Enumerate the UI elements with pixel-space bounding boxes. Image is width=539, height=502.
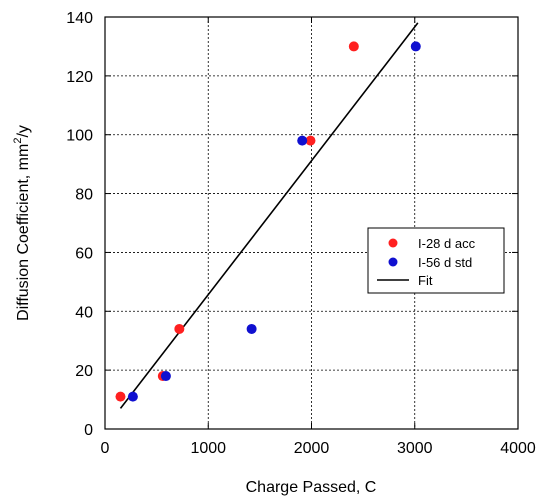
data-points-layer [115, 41, 421, 402]
y-axis-label-tail: /y [15, 125, 32, 137]
data-point-series-1 [174, 323, 185, 334]
y-axis-label: Diffusion Coefficient, mm2/y [12, 125, 32, 321]
x-tick-label: 0 [101, 440, 110, 457]
y-tick-label: 20 [75, 363, 93, 380]
data-point-series-2 [127, 391, 138, 402]
data-point-series-2 [410, 41, 421, 52]
x-tick-label: 2000 [294, 440, 330, 457]
legend-marker-series-1 [388, 238, 398, 248]
y-tick-label: 120 [66, 69, 93, 86]
fit-line [119, 22, 419, 409]
data-point-series-2 [160, 371, 171, 382]
data-point-series-2 [246, 323, 257, 334]
data-point-series-1 [305, 135, 316, 146]
data-point-series-1 [115, 391, 126, 402]
y-axis-label-superscript: 2 [12, 138, 24, 144]
grid-lines [105, 17, 518, 429]
x-axis-label: Charge Passed, C [246, 479, 377, 496]
legend-marker-series-2 [388, 257, 398, 267]
legend: I-28 d acc I-56 d std Fit [367, 227, 505, 294]
x-tick-label: 1000 [190, 440, 226, 457]
y-tick-labels: 0 20 40 60 80 100 120 140 [66, 10, 93, 439]
y-tick-label: 0 [84, 422, 93, 439]
x-tick-label: 4000 [500, 440, 536, 457]
data-point-series-2 [297, 135, 308, 146]
data-point-series-1 [348, 41, 359, 52]
y-tick-label: 60 [75, 245, 93, 262]
fit-line-layer [119, 22, 419, 409]
y-tick-label: 140 [66, 10, 93, 27]
legend-label-fit: Fit [418, 273, 433, 288]
y-tick-label: 100 [66, 128, 93, 145]
legend-label-series-1: I-28 d acc [418, 236, 476, 251]
y-tick-label: 40 [75, 304, 93, 321]
tick-marks [104, 16, 519, 430]
y-tick-label: 80 [75, 187, 93, 204]
x-tick-label: 3000 [397, 440, 433, 457]
y-axis-label-main: Diffusion Coefficient, mm [15, 144, 32, 321]
x-tick-labels: 0 1000 2000 3000 4000 [101, 440, 536, 457]
legend-label-series-2: I-56 d std [418, 255, 472, 270]
